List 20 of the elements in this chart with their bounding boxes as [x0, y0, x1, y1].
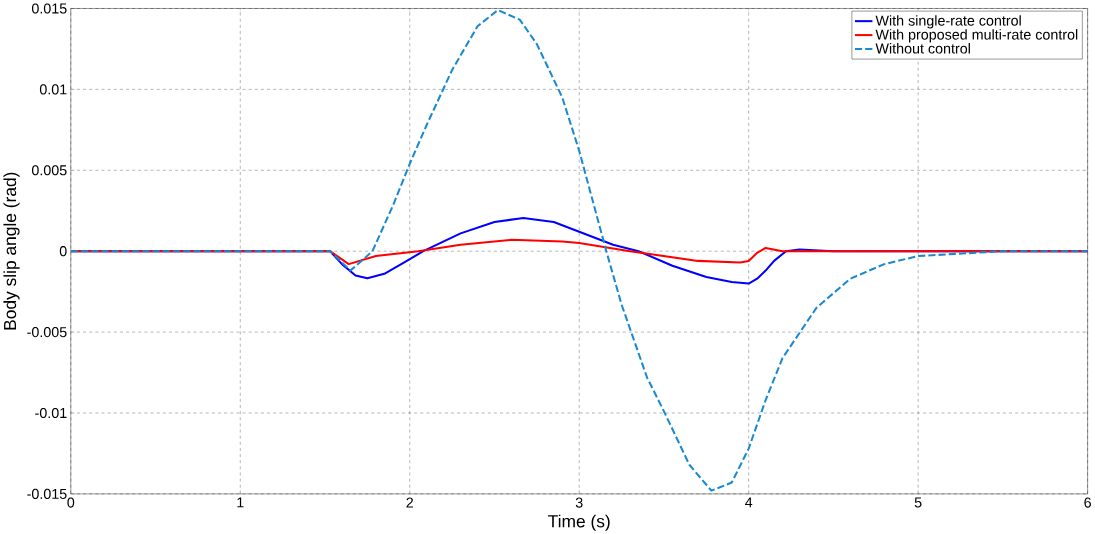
- x-tick-label: 0: [67, 497, 75, 508]
- line-series: [70, 8, 1088, 492]
- y-tick-label: -0.005: [27, 326, 67, 338]
- legend-label: With proposed multi-rate control: [875, 29, 1078, 43]
- y-tick-label: 0.01: [39, 84, 67, 95]
- x-tick-label: 5: [914, 497, 922, 508]
- y-tick-label: 0.015: [31, 3, 67, 14]
- x-tick-label: 6: [1084, 497, 1091, 508]
- legend-label: Without control: [875, 42, 970, 54]
- y-axis-title: Body slip angle (rad): [3, 172, 20, 330]
- x-tick-label: 2: [406, 497, 414, 508]
- y-tick-label: 0: [59, 245, 67, 257]
- x-tick-label: 4: [745, 497, 753, 508]
- legend-label: With single-rate control: [875, 15, 1021, 29]
- y-tick-label: 0.005: [31, 165, 67, 176]
- y-tick-label: -0.01: [35, 407, 67, 418]
- x-tick-label: 3: [575, 497, 583, 508]
- y-tick-label: -0.015: [27, 488, 67, 499]
- x-axis-title: Time (s): [548, 514, 610, 531]
- x-tick-label: 1: [237, 497, 244, 508]
